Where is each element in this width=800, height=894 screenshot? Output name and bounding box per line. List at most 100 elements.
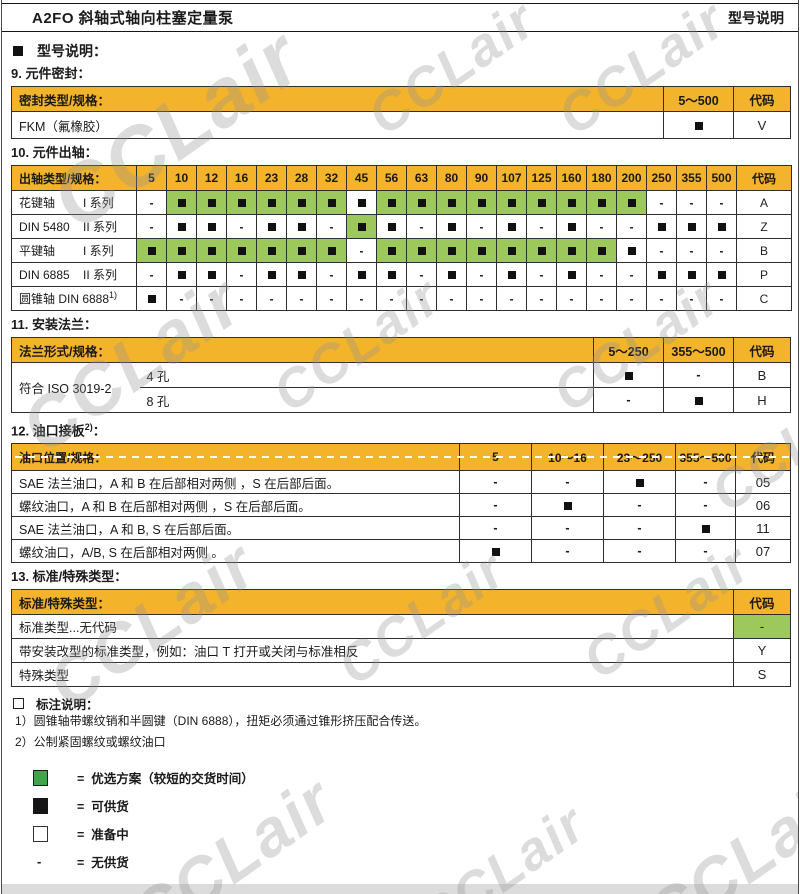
availability-available xyxy=(459,539,532,564)
availability-square-icon xyxy=(507,199,516,208)
availability-none: - xyxy=(603,516,676,541)
shaft-name: DIN 5480 xyxy=(19,220,70,234)
availability-square-icon xyxy=(237,199,246,208)
availability-square-icon xyxy=(327,247,336,256)
availability-square-icon xyxy=(567,199,576,208)
dash-symbol: - xyxy=(37,854,42,870)
availability-square-icon xyxy=(147,295,156,304)
availability-square-icon xyxy=(507,271,516,280)
availability-preferred xyxy=(526,190,557,215)
availability-preferred xyxy=(346,214,377,239)
availability-none: - xyxy=(466,262,497,287)
availability-none: - xyxy=(675,539,736,564)
availability-available xyxy=(531,493,604,518)
availability-preferred xyxy=(466,238,497,263)
availability-available xyxy=(166,262,197,287)
availability-available xyxy=(616,238,647,263)
availability-square-icon xyxy=(447,271,456,280)
availability-available xyxy=(646,214,677,239)
availability-preferred xyxy=(526,238,557,263)
availability-none: - xyxy=(459,493,532,518)
availability-square-icon xyxy=(177,271,186,280)
page-header: A2FO 斜轴式轴向柱塞定量泵 型号说明 xyxy=(2,3,798,32)
shaft-type-label: 圆锥轴 DIN 68881) xyxy=(11,286,137,311)
availability-none: - xyxy=(136,190,167,215)
shaft-type-label: DIN 6885 II 系列 xyxy=(11,262,137,287)
availability-square-icon xyxy=(627,247,636,256)
legend-item: = 可供货 xyxy=(33,797,789,814)
availability-square-icon xyxy=(387,199,396,208)
shaft-series: II 系列 xyxy=(83,220,118,234)
seal-col-label: 密封类型/规格： xyxy=(11,86,664,112)
shaft-type-label: 平键轴 I 系列 xyxy=(11,238,137,263)
availability-square-icon xyxy=(694,396,703,405)
shaft-size-col: 12 xyxy=(196,165,227,191)
availability-square-icon xyxy=(357,271,366,280)
port-position-label: SAE 法兰油口，A 和 B 在后部相对两侧 ，S 在后部后面。 xyxy=(11,470,460,495)
availability-square-icon xyxy=(207,271,216,280)
availability-square-icon xyxy=(635,479,644,488)
availability-available xyxy=(286,262,317,287)
port-col-4: 355～500 xyxy=(675,443,736,472)
availability-none: - xyxy=(459,516,532,541)
availability-square-icon xyxy=(597,199,606,208)
availability-square-icon xyxy=(537,199,546,208)
section-9-heading: 9. 元件密封： xyxy=(11,66,91,81)
shaft-name: 花键轴 xyxy=(19,196,56,210)
footnotes: 标注说明： 1）圆锥轴带螺纹销和半圆键（DIN 6888），扭矩必须通过锥形挤压… xyxy=(13,695,789,753)
availability-none: - xyxy=(676,238,707,263)
content: 型号说明： 9. 元件密封： 密封类型/规格： 5～500 代码 FKM（氟橡胶… xyxy=(2,42,798,870)
availability-square-icon xyxy=(694,121,703,130)
shaft-series: II 系列 xyxy=(83,268,118,282)
availability-none: - xyxy=(663,362,734,388)
availability-square-icon xyxy=(297,199,306,208)
flange-group-label: 符合 ISO 3019-2 xyxy=(11,362,140,413)
table-row: DIN 6885 II 系列 - - - - - - - - P xyxy=(11,262,792,287)
shaft-size-col: 32 xyxy=(316,165,347,191)
availability-square-icon xyxy=(507,223,516,232)
availability-preferred xyxy=(376,238,407,263)
availability-square-icon xyxy=(207,199,216,208)
availability-none: - xyxy=(586,214,617,239)
dash-icon: - xyxy=(33,854,53,869)
standard-col-code: 代码 xyxy=(733,589,791,616)
availability-none: - xyxy=(676,190,707,215)
shaft-name: DIN 6885 xyxy=(19,268,70,282)
seal-type-label: FKM（氟橡胶） xyxy=(11,111,664,139)
availability-square-icon xyxy=(537,247,546,256)
shaft-type-label: DIN 5480 II 系列 xyxy=(11,214,137,239)
availability-available xyxy=(376,214,407,239)
standard-type-label: 标准类型...无代码 xyxy=(11,614,734,640)
availability-preferred xyxy=(166,238,197,263)
availability-available xyxy=(196,262,227,287)
availability-none: - xyxy=(316,214,347,239)
availability-available xyxy=(256,262,287,287)
shaft-type-label: 花键轴 I 系列 xyxy=(11,190,137,215)
availability-square-icon xyxy=(357,199,366,208)
standard-col-label: 标准/特殊类型： xyxy=(11,589,734,616)
code-cell: A xyxy=(736,190,792,215)
availability-square-icon xyxy=(177,223,186,232)
availability-square-icon xyxy=(387,271,396,280)
flange-col-code: 代码 xyxy=(733,337,791,363)
shaft-series: I 系列 xyxy=(83,244,114,258)
availability-none: - xyxy=(316,286,347,311)
availability-none: - xyxy=(316,262,347,287)
availability-available xyxy=(676,214,707,239)
table-row: 螺纹油口，A 和 B 在后部相对两侧 ，S 在后部后面。 - - -06 xyxy=(11,493,791,518)
availability-square-icon xyxy=(567,271,576,280)
availability-none: - xyxy=(436,286,467,311)
header-section-label: 型号说明 xyxy=(728,9,784,26)
port-table: 油口位置/规格： 5 10～16 23～250 355～500 代码 SAE 法… xyxy=(11,443,791,564)
port-position-label: 螺纹油口，A/B, S 在后部相对两侧 。 xyxy=(11,539,460,564)
availability-square-icon xyxy=(387,247,396,256)
shaft-table: 出轴类型/规格： 5 10 12 16 23 28 32 45 56 63 80 90 107 125 160… xyxy=(11,165,792,311)
code-cell: B xyxy=(736,238,792,263)
availability-square-icon xyxy=(477,247,486,256)
availability-preferred xyxy=(436,190,467,215)
shaft-size-col: 63 xyxy=(406,165,437,191)
legend: = 优选方案（较短的交货时间） = 可供货 = 准备中 - = 无供货 xyxy=(33,769,789,870)
legend-item: - = 无供货 xyxy=(33,853,789,870)
availability-preferred xyxy=(496,190,527,215)
availability-square-icon xyxy=(297,247,306,256)
